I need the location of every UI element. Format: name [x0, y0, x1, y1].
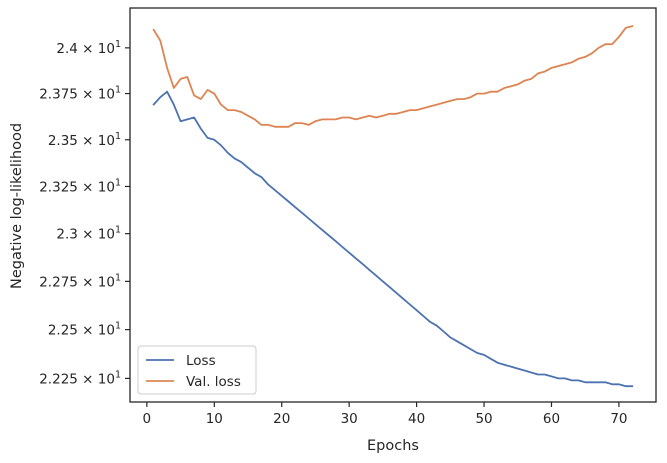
- x-axis-label: Epochs: [367, 438, 419, 454]
- x-tick-label: 30: [341, 411, 358, 427]
- y-tick-label: 2.375 × 101: [39, 85, 121, 103]
- x-tick-label: 70: [610, 411, 627, 427]
- x-tick-label: 40: [408, 411, 425, 427]
- plot-frame: [129, 7, 657, 403]
- y-tick-label: 2.25 × 101: [48, 321, 121, 339]
- series-line-val-loss: [152, 25, 634, 128]
- x-tick-label: 20: [273, 411, 290, 427]
- legend-box: [137, 345, 257, 395]
- x-tick-label: 10: [206, 411, 223, 427]
- x-tick-label: 60: [543, 411, 560, 427]
- y-tick-label: 2.35 × 101: [48, 131, 121, 149]
- y-axis-label: Negative log-likelihood: [9, 123, 25, 289]
- legend-label-loss: Loss: [186, 353, 216, 369]
- legend: Loss Val. loss: [137, 345, 257, 395]
- x-tick-label: 50: [475, 411, 492, 427]
- x-tick-label: 0: [143, 411, 152, 427]
- y-tick-label: 2.3 × 101: [56, 225, 121, 243]
- y-tick-label: 2.275 × 101: [39, 272, 121, 290]
- ticks-layer: 0 10 20 30 40 50 60 70 2.225 × 101 2.25 × 101 2.27…: [39, 39, 627, 427]
- series-layer: [152, 25, 634, 388]
- y-tick-label: 2.4 × 101: [56, 39, 121, 57]
- y-tick-label: 2.325 × 101: [39, 177, 121, 195]
- series-line-loss: [152, 90, 634, 388]
- legend-label-val-loss: Val. loss: [186, 374, 241, 390]
- y-tick-label: 2.225 × 101: [39, 369, 121, 387]
